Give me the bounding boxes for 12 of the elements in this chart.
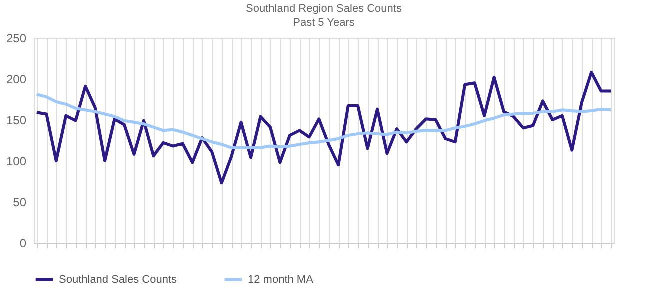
y-tick-label: 0 <box>20 236 27 250</box>
y-tick-label: 250 <box>6 32 27 46</box>
legend-label: Southland Sales Counts <box>59 274 178 286</box>
chart-title: Southland Region Sales Counts <box>246 3 402 15</box>
y-tick-label: 50 <box>13 196 27 210</box>
line-series <box>35 70 613 185</box>
legend-label: 12 month MA <box>248 274 314 286</box>
chart-subtitle: Past 5 Years <box>293 17 356 29</box>
y-tick-label: 200 <box>6 72 27 86</box>
y-tick-label: 100 <box>6 154 27 168</box>
y-tick-label: 150 <box>6 114 27 128</box>
line-series <box>35 93 613 150</box>
